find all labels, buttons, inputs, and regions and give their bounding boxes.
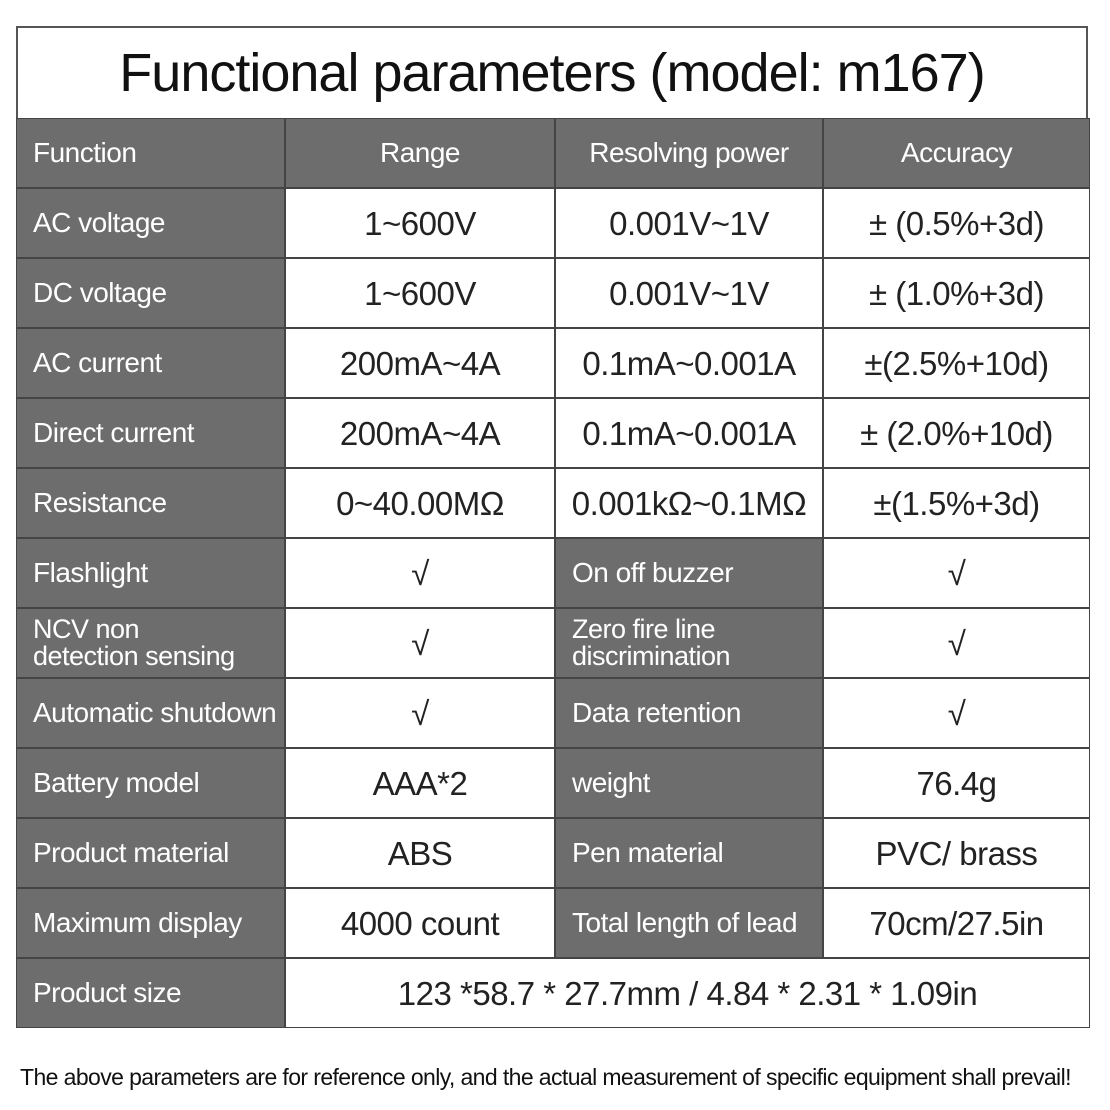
header-cell: Resolving power bbox=[555, 118, 823, 188]
value-cell: AAA*2 bbox=[285, 748, 555, 818]
value-cell: ± (2.0%+10d) bbox=[823, 398, 1090, 468]
value-cell: ± (1.0%+3d) bbox=[823, 258, 1090, 328]
row-label: Resistance bbox=[16, 468, 285, 538]
header-cell: Accuracy bbox=[823, 118, 1090, 188]
value-cell: ±(1.5%+3d) bbox=[823, 468, 1090, 538]
value-cell: ABS bbox=[285, 818, 555, 888]
value-cell: √ bbox=[285, 538, 555, 608]
value-cell: 123 *58.7 * 27.7mm / 4.84 * 2.31 * 1.09i… bbox=[285, 958, 1090, 1028]
value-cell: √ bbox=[285, 608, 555, 678]
row-label: NCV non detection sensing bbox=[16, 608, 285, 678]
row-label: On off buzzer bbox=[555, 538, 823, 608]
value-cell: 0.1mA~0.001A bbox=[555, 398, 823, 468]
title: Functional parameters (model: m167) bbox=[16, 26, 1088, 118]
value-cell: √ bbox=[823, 538, 1090, 608]
row-label: DC voltage bbox=[16, 258, 285, 328]
header-cell: Range bbox=[285, 118, 555, 188]
value-cell: 70cm/27.5in bbox=[823, 888, 1090, 958]
row-label: Direct current bbox=[16, 398, 285, 468]
value-cell: 0.001kΩ~0.1MΩ bbox=[555, 468, 823, 538]
value-cell: 0.001V~1V bbox=[555, 188, 823, 258]
row-label: Pen material bbox=[555, 818, 823, 888]
row-label: AC current bbox=[16, 328, 285, 398]
row-label: weight bbox=[555, 748, 823, 818]
value-cell: √ bbox=[823, 678, 1090, 748]
row-label: Product material bbox=[16, 818, 285, 888]
header-cell: Function bbox=[16, 118, 285, 188]
value-cell: 200mA~4A bbox=[285, 328, 555, 398]
value-cell: 4000 count bbox=[285, 888, 555, 958]
row-label: Zero fire line discrimination bbox=[555, 608, 823, 678]
row-label: AC voltage bbox=[16, 188, 285, 258]
value-cell: 0.001V~1V bbox=[555, 258, 823, 328]
row-label: Product size bbox=[16, 958, 285, 1028]
row-label: Maximum display bbox=[16, 888, 285, 958]
value-cell: ±(2.5%+10d) bbox=[823, 328, 1090, 398]
value-cell: √ bbox=[823, 608, 1090, 678]
row-label: Automatic shutdown bbox=[16, 678, 285, 748]
row-label: Data retention bbox=[555, 678, 823, 748]
value-cell: 1~600V bbox=[285, 188, 555, 258]
footnote: The above parameters are for reference o… bbox=[20, 1064, 1071, 1090]
row-label: Battery model bbox=[16, 748, 285, 818]
value-cell: 1~600V bbox=[285, 258, 555, 328]
value-cell: ± (0.5%+3d) bbox=[823, 188, 1090, 258]
row-label: Total length of lead bbox=[555, 888, 823, 958]
value-cell: 200mA~4A bbox=[285, 398, 555, 468]
value-cell: 76.4g bbox=[823, 748, 1090, 818]
value-cell: 0~40.00MΩ bbox=[285, 468, 555, 538]
value-cell: PVC/ brass bbox=[823, 818, 1090, 888]
row-label: Flashlight bbox=[16, 538, 285, 608]
value-cell: 0.1mA~0.001A bbox=[555, 328, 823, 398]
value-cell: √ bbox=[285, 678, 555, 748]
